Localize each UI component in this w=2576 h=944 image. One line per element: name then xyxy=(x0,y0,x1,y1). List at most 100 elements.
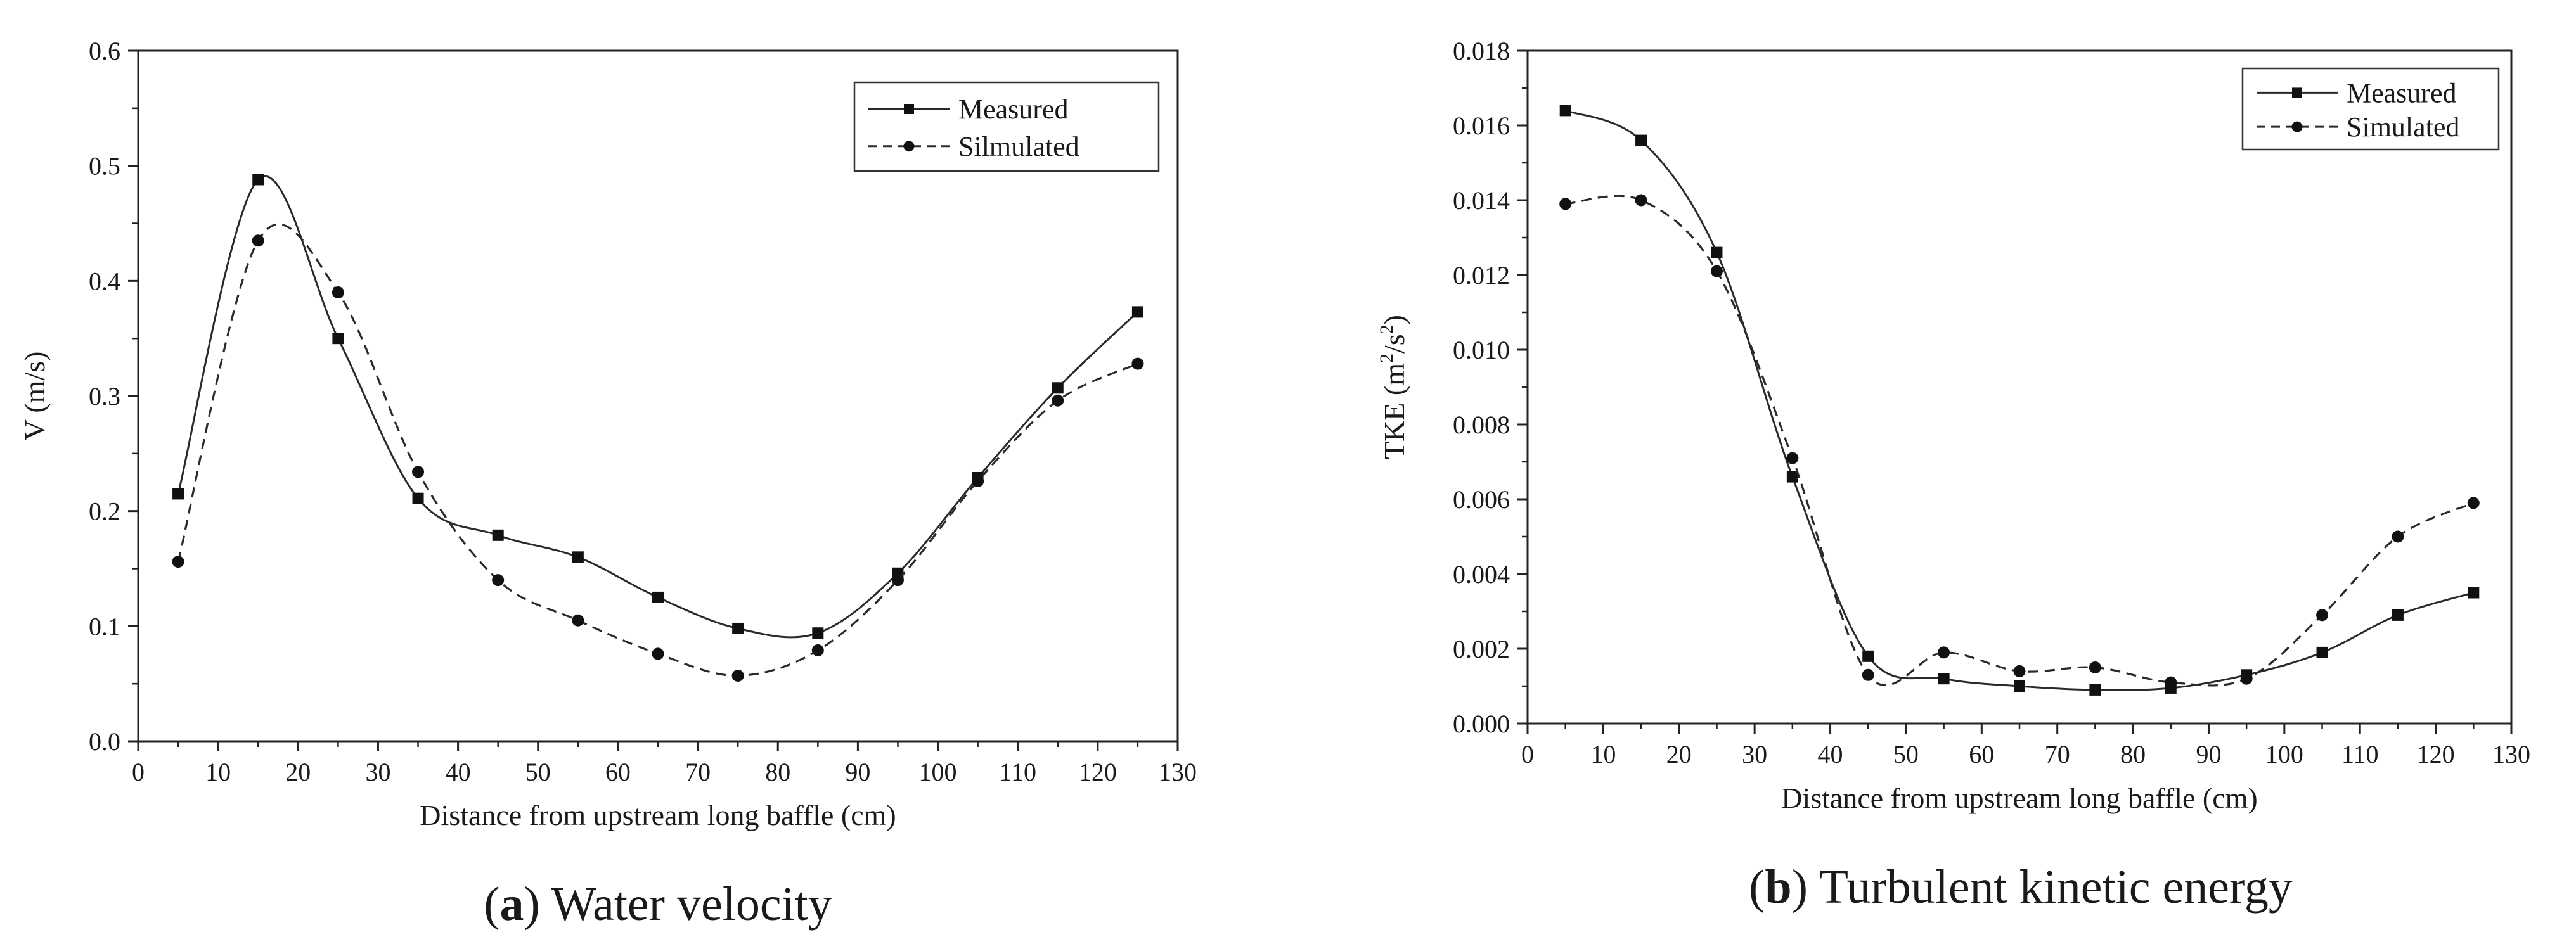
data-point-silmulated xyxy=(172,556,184,568)
y-tick-label: 0.5 xyxy=(89,152,120,181)
y-axis-label-part: TKE (m xyxy=(1378,363,1410,459)
x-tick-label: 60 xyxy=(605,758,631,786)
x-tick-label: 10 xyxy=(1590,740,1616,769)
data-point-measured xyxy=(2089,684,2101,696)
x-tick-label: 50 xyxy=(1893,740,1919,769)
data-point-measured xyxy=(1635,134,1647,146)
panel-caption: (b) Turbulent kinetic energy xyxy=(1749,860,2293,914)
y-axis-label-superscript: 2 xyxy=(1376,324,1397,334)
legend: Measured Silmulated xyxy=(853,81,1160,172)
data-point-measured xyxy=(812,627,824,639)
x-tick-label: 40 xyxy=(446,758,471,786)
caption-letter: b xyxy=(1765,860,1791,914)
x-tick-label: 110 xyxy=(2341,740,2379,769)
y-tick-label: 0.4 xyxy=(89,267,120,295)
data-point-measured xyxy=(1938,673,1950,685)
data-point-measured xyxy=(1131,306,1143,318)
x-tick-label: 50 xyxy=(525,758,551,786)
y-tick-label: 0.006 xyxy=(1453,485,1510,514)
x-tick-label: 130 xyxy=(1159,758,1197,786)
y-tick-label: 0.6 xyxy=(89,37,120,65)
legend-box xyxy=(853,81,1160,172)
data-point-measured xyxy=(732,622,744,634)
y-tick-label: 0.016 xyxy=(1453,112,1510,140)
data-point-measured xyxy=(1786,471,1798,483)
x-tick-label: 70 xyxy=(685,758,711,786)
x-tick-label: 0 xyxy=(132,758,145,786)
legend-marker-silmulated xyxy=(903,141,915,152)
data-point-measured xyxy=(2468,587,2480,599)
x-tick-label: 30 xyxy=(365,758,390,786)
x-tick-label: 60 xyxy=(1969,740,1994,769)
data-point-simulated xyxy=(1635,194,1647,207)
x-tick-label: 120 xyxy=(1079,758,1117,786)
data-point-simulated xyxy=(2467,497,2480,509)
data-point-silmulated xyxy=(811,644,824,656)
y-tick-label: 0.0 xyxy=(89,727,120,756)
caption-paren: ) xyxy=(1792,860,1808,914)
x-tick-label: 20 xyxy=(1666,740,1692,769)
y-tick-label: 0.1 xyxy=(89,612,120,641)
y-tick-label: 0.2 xyxy=(89,497,120,526)
data-point-silmulated xyxy=(572,614,584,627)
y-axis-label: TKE (m2/s2) xyxy=(1376,315,1410,459)
x-tick-label: 130 xyxy=(2492,740,2530,769)
data-point-measured xyxy=(1559,105,1571,117)
y-tick-label: 0.012 xyxy=(1453,261,1510,290)
y-tick-label: 0.000 xyxy=(1453,710,1510,738)
data-point-simulated xyxy=(1862,668,1874,681)
data-point-simulated xyxy=(1786,452,1799,464)
data-point-measured xyxy=(252,174,264,186)
legend-marker-measured xyxy=(2292,87,2302,98)
x-tick-label: 40 xyxy=(1818,740,1843,769)
x-tick-label: 10 xyxy=(205,758,231,786)
legend-label-measured: Measured xyxy=(2347,77,2457,108)
data-point-silmulated xyxy=(972,475,984,487)
legend-label-measured: Measured xyxy=(958,94,1069,125)
x-axis-label: Distance from upstream long baffle (cm) xyxy=(420,799,896,831)
data-point-measured xyxy=(572,551,584,563)
panel-caption: (a) Water velocity xyxy=(484,877,832,931)
caption-paren: ( xyxy=(484,877,499,931)
data-point-measured xyxy=(2014,680,2025,692)
x-tick-label: 90 xyxy=(845,758,870,786)
x-tick-label: 120 xyxy=(2417,740,2455,769)
legend: Measured Simulated xyxy=(2241,67,2500,151)
x-tick-label: 80 xyxy=(2120,740,2146,769)
y-axis-label-part: /s xyxy=(1378,334,1410,354)
data-point-simulated xyxy=(2240,672,2253,685)
x-tick-label: 20 xyxy=(285,758,311,786)
data-point-simulated xyxy=(1710,265,1723,277)
data-point-measured xyxy=(2316,646,2328,658)
data-point-measured xyxy=(1711,246,1723,258)
y-tick-label: 0.002 xyxy=(1453,635,1510,663)
x-tick-label: 0 xyxy=(1521,740,1534,769)
legend-marker-measured xyxy=(904,104,914,114)
data-point-simulated xyxy=(1938,646,1950,659)
y-axis-label: V (m/s) xyxy=(18,352,51,441)
data-point-silmulated xyxy=(492,574,505,587)
x-tick-label: 30 xyxy=(1742,740,1767,769)
data-point-simulated xyxy=(1559,198,1572,210)
x-axis-label: Distance from upstream long baffle (cm) xyxy=(1781,782,2258,814)
x-tick-label: 100 xyxy=(2265,740,2303,769)
caption-letter: a xyxy=(500,877,524,931)
y-tick-label: 0.018 xyxy=(1453,37,1510,65)
data-point-measured xyxy=(2392,609,2404,621)
y-tick-label: 0.008 xyxy=(1453,411,1510,439)
data-point-measured xyxy=(172,488,184,500)
y-tick-label: 0.004 xyxy=(1453,560,1510,589)
legend-box xyxy=(2241,67,2500,151)
y-tick-label: 0.014 xyxy=(1453,186,1510,215)
legend-label-simulated: Simulated xyxy=(2347,112,2459,143)
caption-text: Turbulent kinetic energy xyxy=(1808,860,2293,914)
data-point-measured xyxy=(652,591,664,603)
data-point-silmulated xyxy=(332,286,344,298)
panel-a-water-velocity: 0 10 20 30 40 50 60 70 80 90 100 110 120 130 0.0 0.1 0.2… xyxy=(18,37,1197,931)
data-point-silmulated xyxy=(412,466,425,478)
legend-label-silmulated: Silmulated xyxy=(958,131,1079,162)
data-point-simulated xyxy=(2089,661,2101,673)
data-point-measured xyxy=(492,529,504,541)
x-tick-label: 90 xyxy=(2196,740,2221,769)
panel-b-turbulent-kinetic-energy: 0 10 20 30 40 50 60 70 80 90 100 110 120 130 0.000 0.00… xyxy=(1376,37,2530,914)
